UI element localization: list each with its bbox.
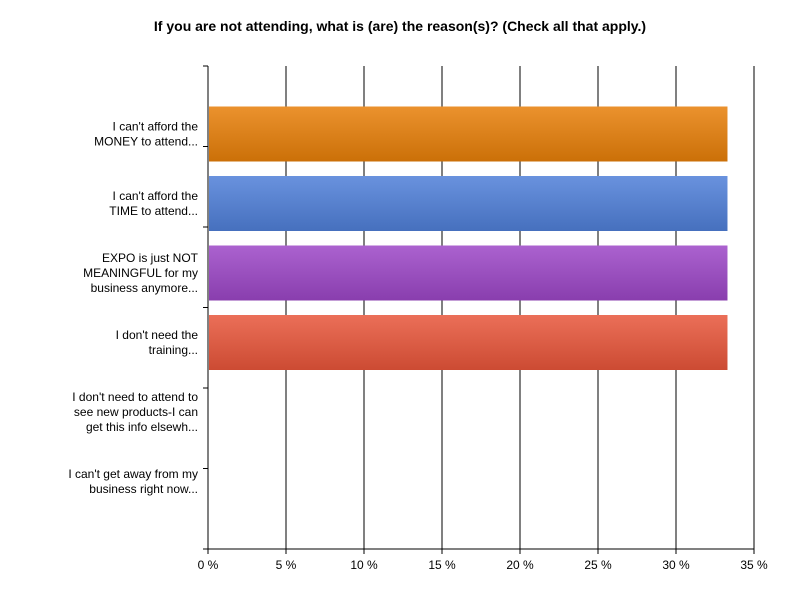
category-label: I can't get away from my business right n… xyxy=(68,467,198,496)
x-tick-label: 15 % xyxy=(428,558,456,572)
category-labels: I can't afford the MONEY to attend... I ca… xyxy=(68,120,198,497)
x-tick-label: 10 % xyxy=(350,558,378,572)
x-tick-label: 20 % xyxy=(506,558,534,572)
x-tick-label: 30 % xyxy=(662,558,690,572)
bar xyxy=(209,245,728,301)
axes xyxy=(203,65,755,554)
category-label: EXPO is just NOT MEANINGFUL for my busines… xyxy=(83,251,199,295)
category-label: I don't need the training... xyxy=(116,328,199,357)
chart-title: If you are not attending, what is (are) … xyxy=(153,18,647,34)
x-tick-label: 35 % xyxy=(740,558,768,572)
category-label: I can't afford the TIME to attend... xyxy=(109,189,198,218)
x-tick-label: 0 % xyxy=(198,558,219,572)
bar xyxy=(209,176,728,231)
bar xyxy=(209,315,728,370)
bars xyxy=(209,106,728,370)
tick-labels: 0 % 5 % 10 % 15 % 20 % 25 % 30 % 35 % xyxy=(198,558,768,572)
grid-lines xyxy=(285,66,755,549)
x-tick-label: 5 % xyxy=(276,558,297,572)
bar xyxy=(209,106,728,162)
category-label: I don't need to attend to see new product… xyxy=(72,390,198,434)
x-tick-label: 25 % xyxy=(584,558,612,572)
category-label: I can't afford the MONEY to attend... xyxy=(94,120,198,149)
